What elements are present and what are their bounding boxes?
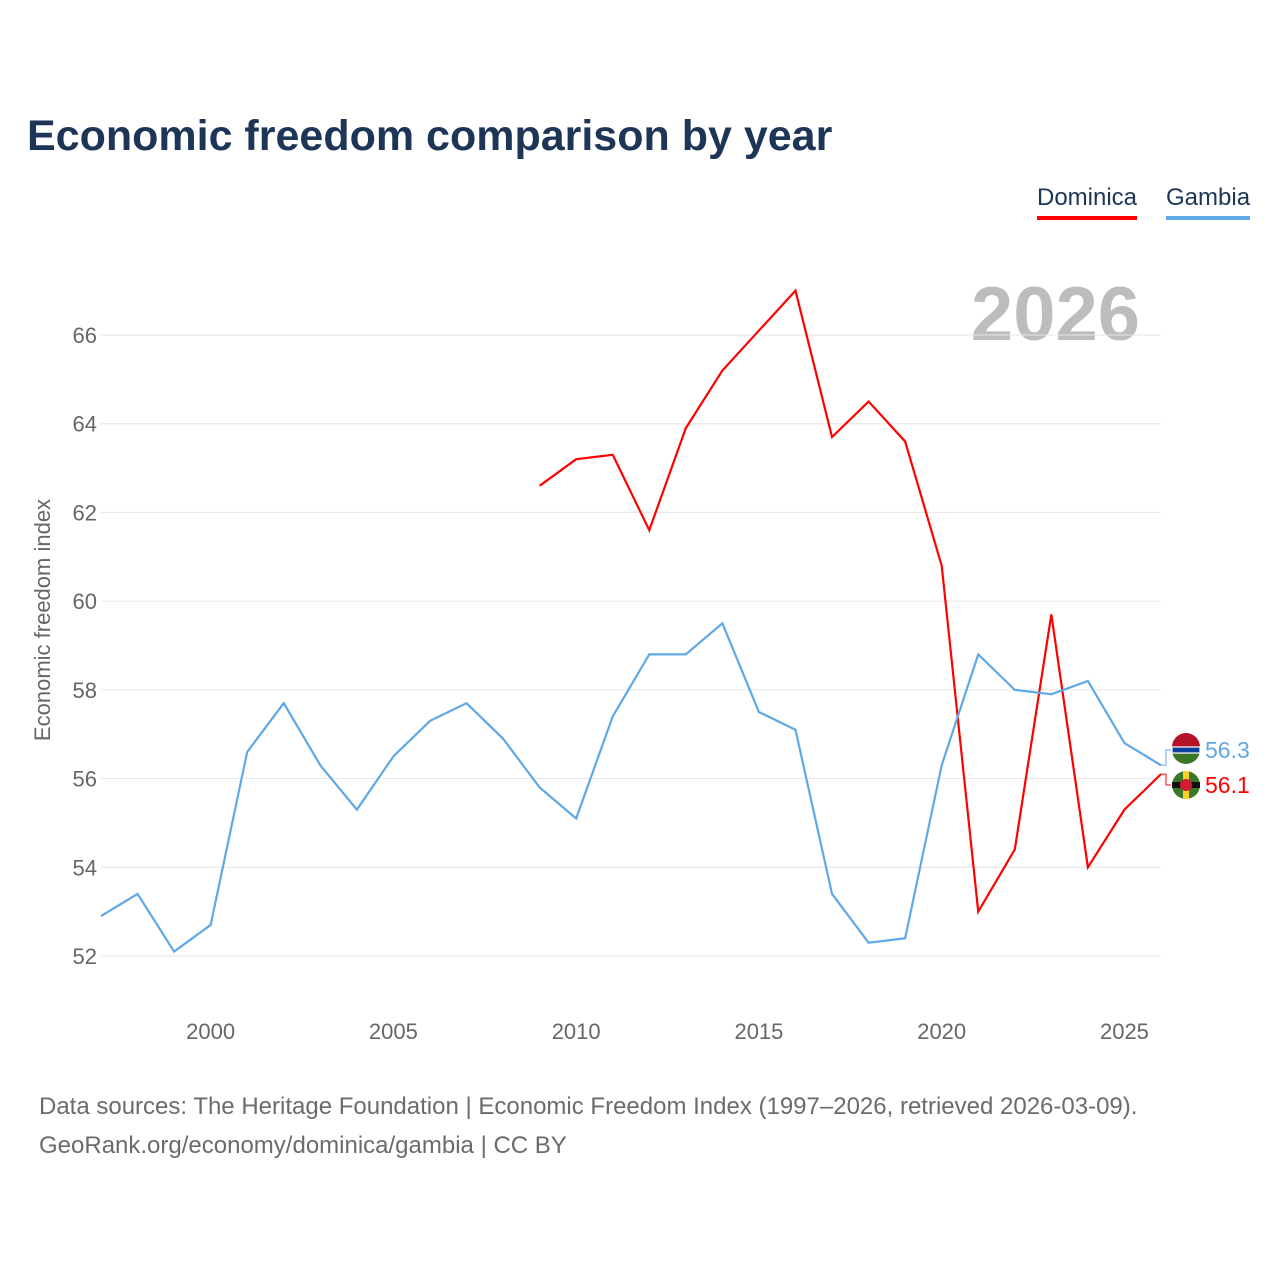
- year-watermark: 2026: [971, 272, 1140, 357]
- gambia-flag-red: [1172, 733, 1200, 747]
- end-value-label: 56.1: [1205, 772, 1250, 798]
- y-tick-label: 62: [73, 500, 97, 525]
- x-tick-label: 2005: [369, 1019, 418, 1044]
- chart-title: Economic freedom comparison by year: [27, 112, 833, 160]
- source-link[interactable]: GeoRank.org/economy/dominica/gambia | CC…: [39, 1132, 567, 1159]
- y-tick-label: 66: [73, 323, 97, 348]
- y-tick-label: 54: [73, 855, 97, 880]
- end-connector: [1161, 773, 1171, 786]
- dominica-flag-disc: [1180, 779, 1192, 791]
- series-line-gambia: [100, 621, 1162, 954]
- x-tick-label: 2020: [917, 1019, 966, 1044]
- x-tick-label: 2010: [552, 1019, 601, 1044]
- y-axis-label: Economic freedom index: [30, 499, 55, 741]
- x-tick-label: 2025: [1100, 1019, 1149, 1044]
- gambia-flag-blue: [1171, 746, 1201, 754]
- legend-dominica[interactable]: Dominica: [1037, 184, 1138, 220]
- footer: Data sources: The Heritage Foundation | …: [39, 1087, 1137, 1165]
- end-value-label: 56.3: [1205, 737, 1250, 763]
- y-tick-label: 60: [73, 589, 97, 614]
- series-line-dominica: [538, 288, 1162, 916]
- source-text: Data sources: The Heritage Foundation | …: [39, 1093, 1138, 1120]
- y-tick-label: 58: [73, 678, 97, 703]
- legend-gambia[interactable]: Gambia: [1166, 184, 1251, 220]
- end-connector: [1161, 749, 1171, 766]
- y-tick-label: 52: [73, 944, 97, 969]
- y-tick-label: 56: [73, 767, 97, 792]
- x-tick-label: 2000: [186, 1019, 235, 1044]
- y-tick-label: 64: [73, 412, 97, 437]
- x-tick-label: 2015: [734, 1019, 783, 1044]
